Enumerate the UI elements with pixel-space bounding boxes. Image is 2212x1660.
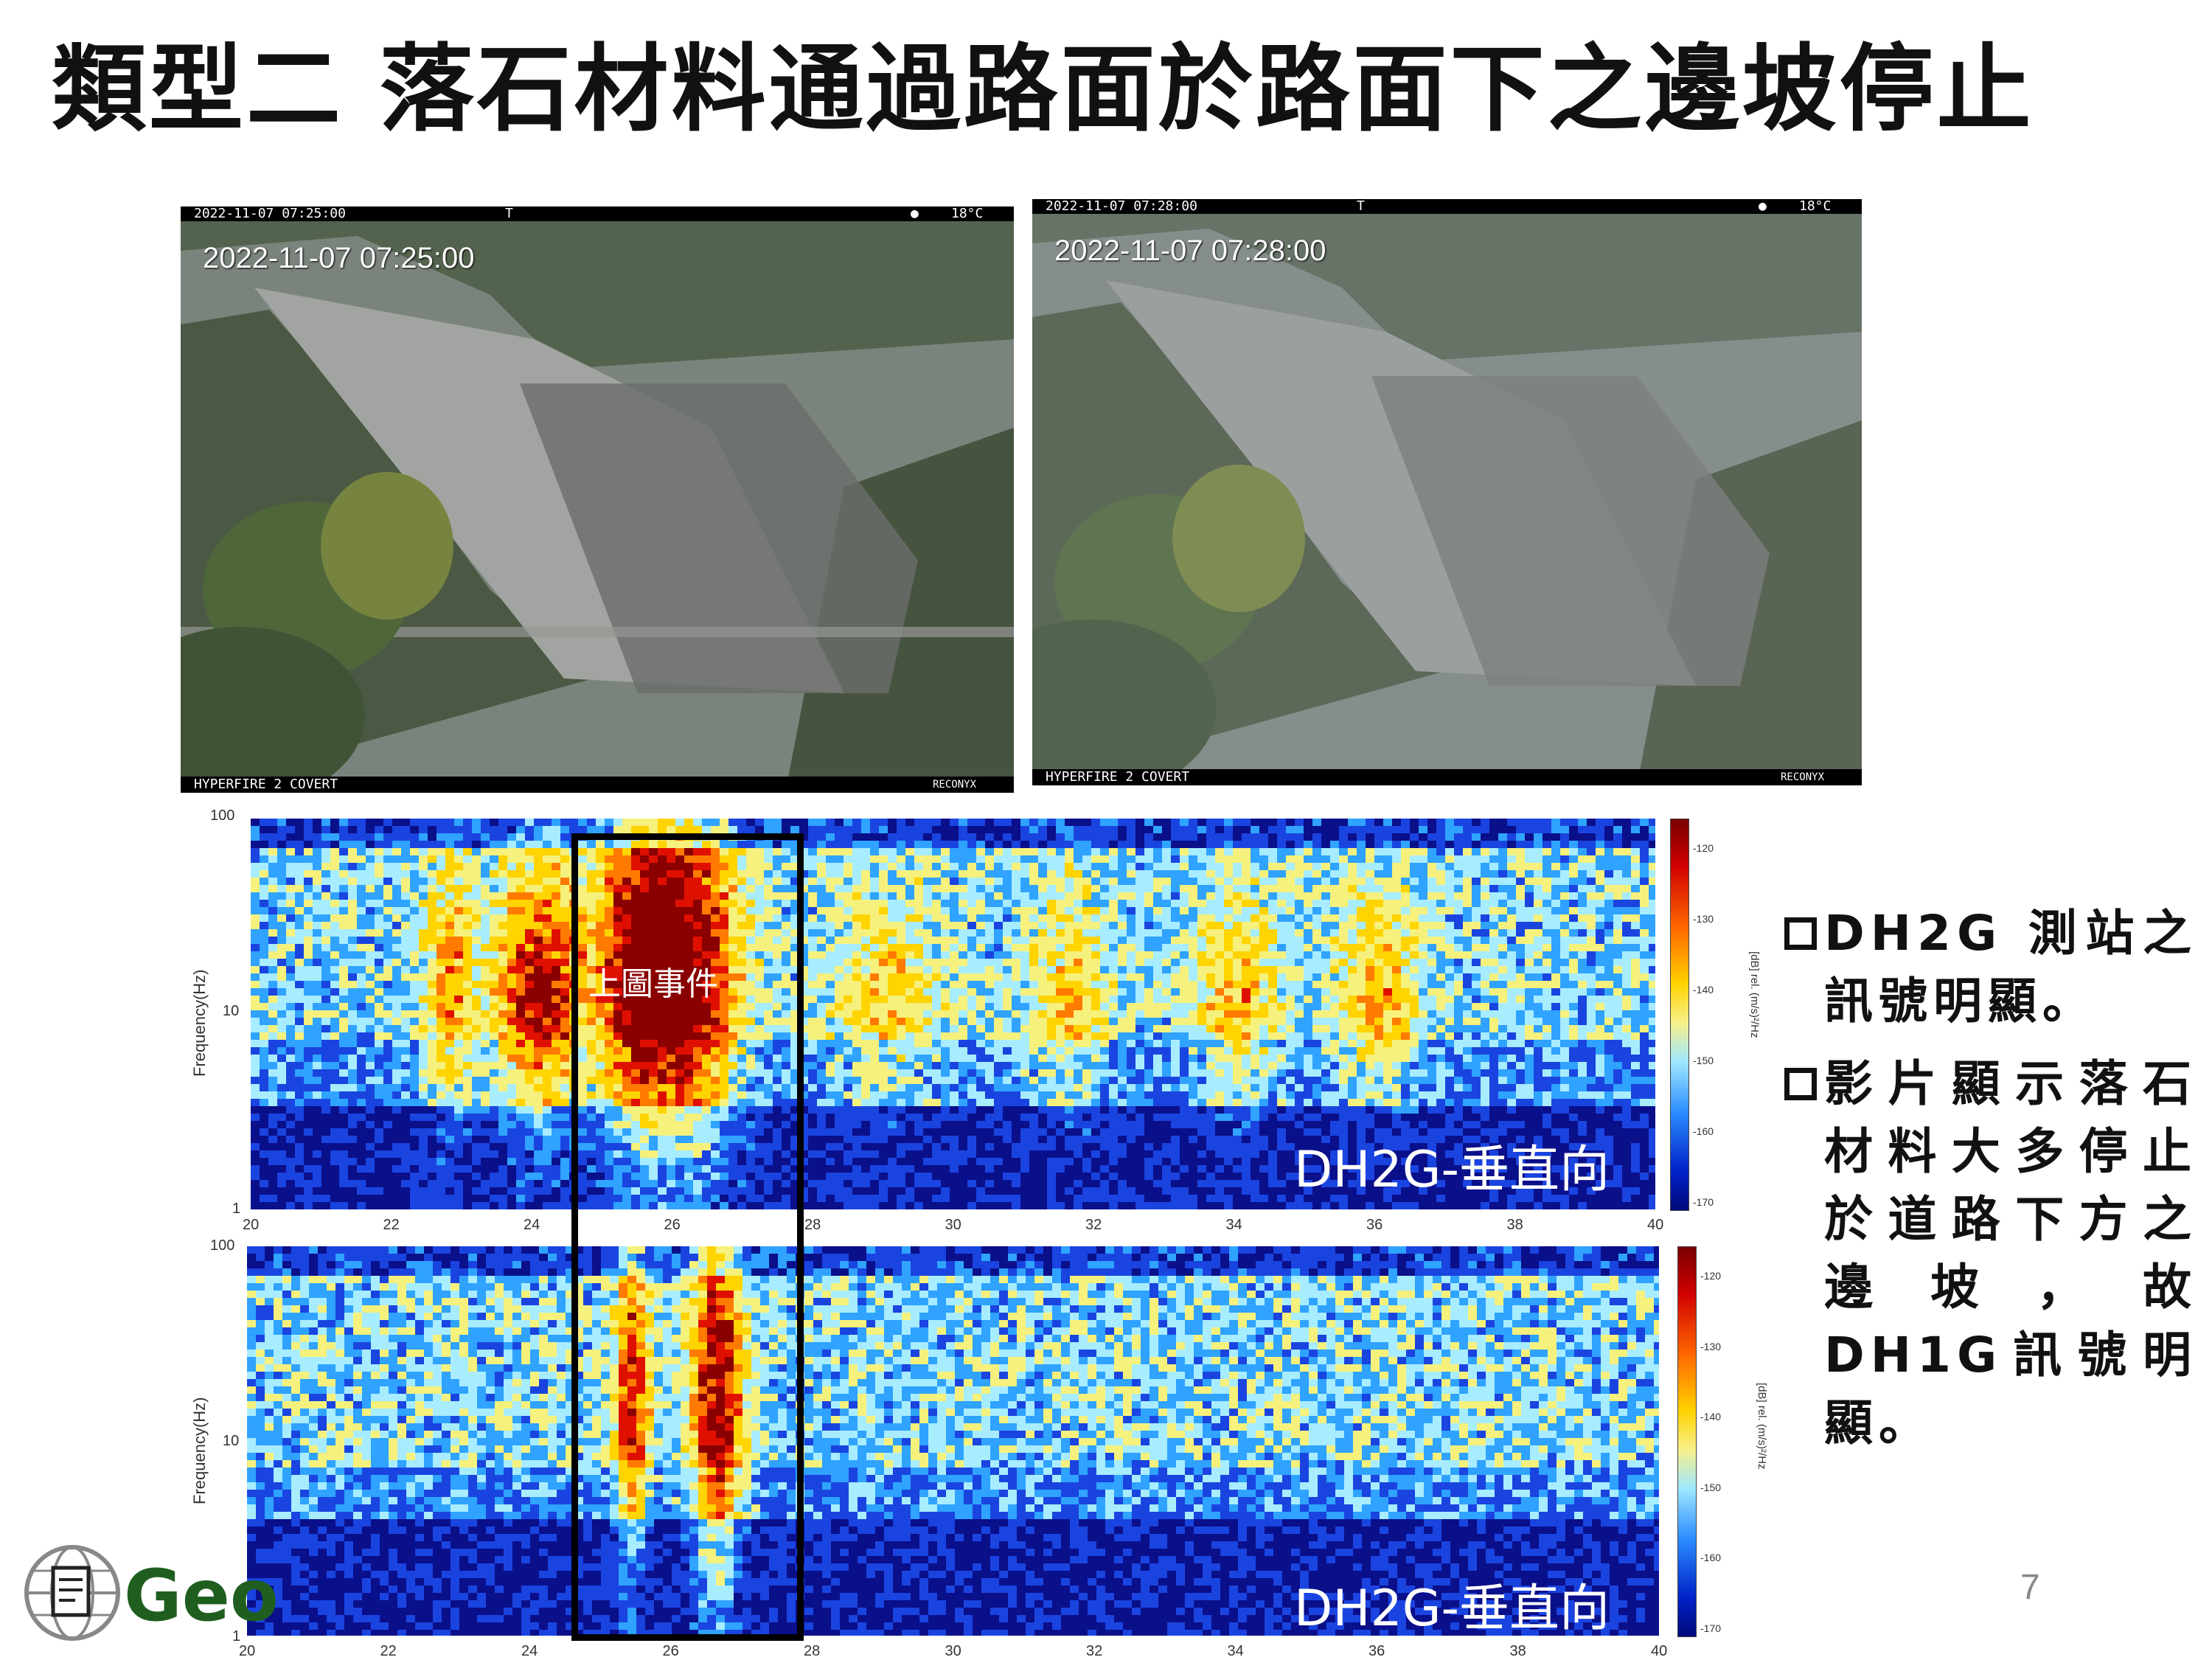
spectrogram-1-ytick: 1 xyxy=(232,1201,241,1217)
spectrogram-2 xyxy=(247,1246,1659,1636)
spectrogram-1-xtick: 34 xyxy=(1225,1217,1242,1233)
spectrogram-1-xtick: 26 xyxy=(664,1217,681,1233)
camera-photo-1: 2022-11-07 07:25:00 T ● 18°C 2022-11-07 … xyxy=(181,206,1014,793)
spectrogram-2-xtick: 32 xyxy=(1086,1643,1103,1659)
bullet-text: 影片顯示落石材料大多停止於道路下方之邊坡，故DH1G訊號明顯。 xyxy=(1824,1055,2197,1451)
spectrogram-1-colorbar-tick: -140 xyxy=(1693,984,1714,996)
spectrogram-2-xtick: 34 xyxy=(1227,1643,1244,1659)
checkbox-bullet-icon xyxy=(1784,1068,1817,1100)
spectrogram-2-ytick: 10 xyxy=(223,1433,240,1449)
spectrogram-1-xtick: 30 xyxy=(945,1217,961,1233)
logo-text: Geo xyxy=(124,1555,279,1637)
spectrogram-1-colorbar-label: [dB] rel. (m/s)²/Hz xyxy=(1748,951,1761,1038)
spectrogram-2-colorbar-tick: -170 xyxy=(1700,1622,1722,1634)
spectrogram-2-xtick: 30 xyxy=(945,1643,961,1659)
photo-timestamp: 2022-11-07 07:25:00 xyxy=(203,242,475,274)
spectrogram-2-colorbar-tick: -160 xyxy=(1700,1552,1722,1564)
spectrogram-1-xtick: 20 xyxy=(243,1217,260,1233)
spectrogram-2-station-label: DH2G-垂直向 xyxy=(1294,1580,1610,1638)
camera-dot-icon: ● xyxy=(911,206,919,221)
camera-date: 2022-11-07 07:25:00 xyxy=(194,206,346,221)
bullet-item: DH2G 測站之訊號明顯。 xyxy=(1784,900,2197,1035)
spectrogram-2-xtick: 40 xyxy=(1651,1643,1668,1659)
camera-model: HYPERFIRE 2 COVERT xyxy=(1046,769,1190,785)
checkbox-bullet-icon xyxy=(1784,917,1817,950)
spectrogram-2-xtick: 26 xyxy=(662,1643,679,1659)
spectrogram-2-ytick: 1 xyxy=(232,1628,241,1645)
spectrogram-1-xtick: 22 xyxy=(383,1217,400,1233)
spectrogram-2-ytick: 100 xyxy=(210,1237,235,1254)
spectrogram-1-xtick: 28 xyxy=(804,1217,821,1233)
spectrogram-1-xtick: 36 xyxy=(1366,1217,1383,1233)
camera-info-bar: 2022-11-07 07:28:00 T ● 18°C xyxy=(1032,199,1862,214)
spectrogram-2-colorbar xyxy=(1677,1246,1697,1637)
spectrogram-1-xtick: 38 xyxy=(1506,1217,1523,1233)
spectrogram-1-colorbar-tick: -170 xyxy=(1693,1196,1714,1208)
camera-temp: 18°C xyxy=(1799,199,1832,214)
bullet-text: DH2G 測站之訊號明顯。 xyxy=(1824,905,2197,1029)
spectrogram-1-xtick: 40 xyxy=(1647,1217,1664,1233)
spectrogram-2-colorbar-tick: -150 xyxy=(1700,1481,1722,1493)
brand-logo: RECONYX xyxy=(1781,771,1825,783)
spectrogram-1-ylabel: Frequency(Hz) xyxy=(190,969,209,1077)
camera-date: 2022-11-07 07:28:00 xyxy=(1046,199,1197,214)
camera-footer-bar: HYPERFIRE 2 COVERT RECONYX xyxy=(1032,769,1862,785)
spectrogram-texture xyxy=(247,1246,1659,1636)
camera-info-bar: 2022-11-07 07:25:00 T ● 18°C xyxy=(181,206,1014,221)
spectrogram-2-colorbar-tick: -120 xyxy=(1700,1270,1722,1282)
spectrogram-1-xtick: 32 xyxy=(1085,1217,1102,1233)
page-number: 7 xyxy=(2020,1568,2040,1607)
camera-dot-icon: ● xyxy=(1759,199,1767,214)
spectrogram-1-colorbar xyxy=(1670,819,1689,1211)
brand-logo: RECONYX xyxy=(933,779,977,791)
spectrogram-1-colorbar-tick: -130 xyxy=(1693,913,1714,925)
spectrogram-1-colorbar-tick: -120 xyxy=(1693,842,1714,854)
bullet-list: DH2G 測站之訊號明顯。 影片顯示落石材料大多停止於道路下方之邊坡，故DH1G… xyxy=(1784,900,2197,1457)
spectrogram-2-xtick: 36 xyxy=(1368,1643,1385,1659)
slide-title: 類型二 落石材料通過路面於路面下之邊坡停止 xyxy=(52,35,2034,145)
camera-mode: T xyxy=(1357,199,1365,214)
camera-temp: 18°C xyxy=(951,206,984,221)
spectrogram-1-xtick: 24 xyxy=(524,1217,540,1233)
spectrogram-1-ytick: 100 xyxy=(210,808,235,824)
spectrogram-texture xyxy=(251,819,1655,1209)
spectrogram-1-colorbar-tick: -160 xyxy=(1693,1125,1714,1137)
event-highlight-box xyxy=(571,833,804,1641)
spectrogram-1-station-label: DH2G-垂直向 xyxy=(1294,1141,1610,1199)
photo-timestamp: 2022-11-07 07:28:00 xyxy=(1054,235,1326,267)
spectrogram-2-xtick: 20 xyxy=(239,1643,256,1659)
spectrogram-1 xyxy=(251,819,1655,1209)
bullet-item: 影片顯示落石材料大多停止於道路下方之邊坡，故DH1G訊號明顯。 xyxy=(1784,1050,2197,1457)
camera-model: HYPERFIRE 2 COVERT xyxy=(194,777,338,792)
spectrogram-2-colorbar-tick: -140 xyxy=(1700,1411,1722,1423)
spectrogram-1-ytick: 10 xyxy=(223,1003,240,1019)
event-label: 上圖事件 xyxy=(588,965,718,1003)
camera-footer-bar: HYPERFIRE 2 COVERT RECONYX xyxy=(181,777,1014,793)
spectrogram-2-ylabel: Frequency(Hz) xyxy=(190,1397,209,1504)
camera-mode: T xyxy=(505,206,513,221)
spectrogram-2-colorbar-label: [dB] rel. (m/s)²/Hz xyxy=(1756,1383,1768,1470)
spectrogram-2-xtick: 22 xyxy=(380,1643,397,1659)
spectrogram-2-xtick: 38 xyxy=(1509,1643,1526,1659)
camera-photo-2: 2022-11-07 07:28:00 T ● 18°C 2022-11-07 … xyxy=(1032,199,1862,785)
spectrogram-2-xtick: 28 xyxy=(804,1643,821,1659)
organization-logo-icon xyxy=(24,1545,120,1641)
spectrogram-2-xtick: 24 xyxy=(521,1643,538,1659)
spectrogram-1-colorbar-tick: -150 xyxy=(1693,1055,1714,1066)
landslide-scene-image xyxy=(1032,199,1862,785)
spectrogram-2-colorbar-tick: -130 xyxy=(1700,1340,1722,1352)
landslide-scene-image xyxy=(181,206,1014,793)
